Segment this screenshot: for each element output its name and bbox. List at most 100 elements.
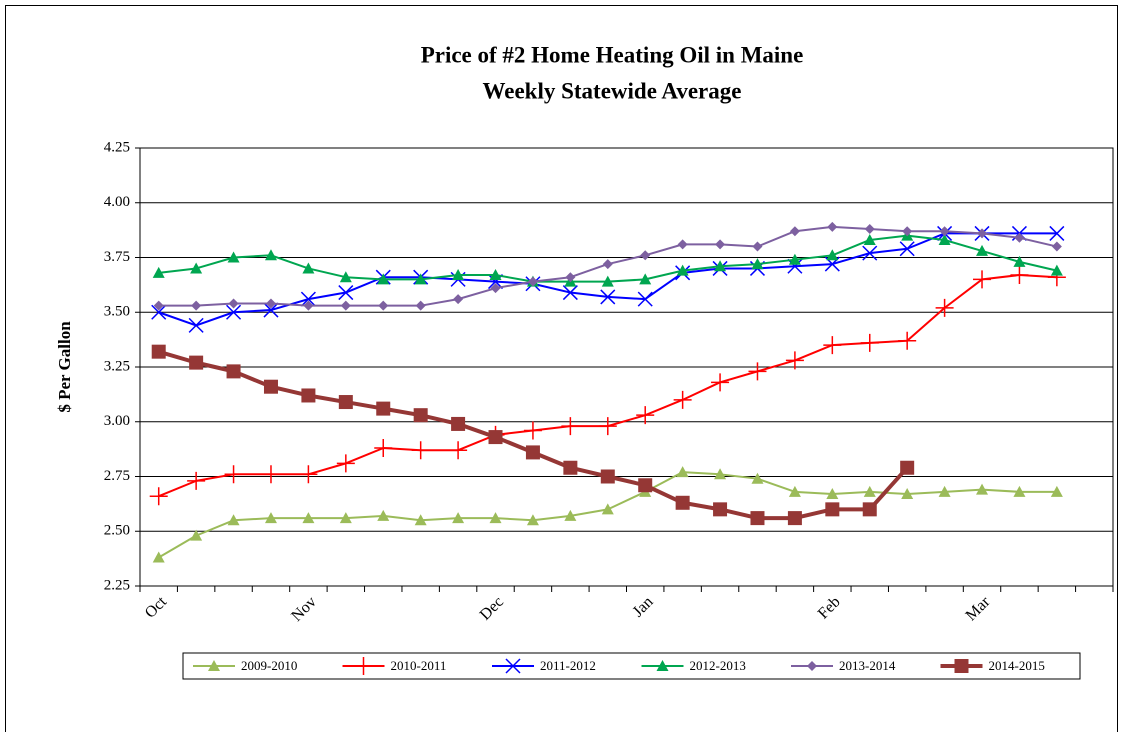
marker <box>860 333 879 352</box>
marker <box>411 441 430 460</box>
marker <box>752 241 763 252</box>
marker <box>301 388 316 403</box>
marker <box>638 478 653 493</box>
marker <box>263 302 279 318</box>
marker <box>939 226 950 237</box>
marker <box>675 495 690 510</box>
marker <box>898 331 917 350</box>
marker <box>264 512 277 524</box>
marker <box>637 291 653 307</box>
marker <box>190 262 203 274</box>
marker <box>598 417 617 436</box>
marker <box>490 283 501 294</box>
marker <box>453 294 464 305</box>
marker <box>452 512 465 524</box>
marker <box>711 373 730 392</box>
marker <box>191 300 202 311</box>
marker <box>338 395 353 410</box>
legend-marker <box>505 658 521 674</box>
marker <box>189 355 204 370</box>
marker <box>1014 232 1025 243</box>
marker <box>601 503 614 515</box>
marker <box>265 298 276 309</box>
marker <box>785 351 804 370</box>
marker <box>600 469 615 484</box>
marker <box>228 298 239 309</box>
y-tick-label: 3.25 <box>104 358 130 374</box>
marker <box>600 289 616 305</box>
marker <box>187 471 206 490</box>
marker <box>299 465 318 484</box>
marker <box>1010 266 1029 285</box>
marker <box>227 251 240 263</box>
legend-label: 2012-2013 <box>690 658 746 673</box>
marker <box>487 274 504 290</box>
marker <box>378 300 389 311</box>
legend-marker <box>208 660 220 671</box>
legend-marker <box>954 659 969 673</box>
marker <box>977 228 988 239</box>
marker <box>1050 485 1063 497</box>
legend-label: 2014-2015 <box>989 658 1045 673</box>
marker <box>862 245 878 261</box>
legend-label: 2010-2011 <box>391 658 447 673</box>
marker <box>338 285 354 301</box>
marker <box>935 298 954 317</box>
marker <box>414 273 427 285</box>
marker <box>639 273 652 285</box>
y-tick-label: 2.25 <box>104 577 130 593</box>
marker <box>523 421 542 440</box>
marker <box>901 488 914 500</box>
marker <box>488 430 503 445</box>
marker <box>713 502 728 517</box>
marker <box>1050 264 1063 276</box>
legend-label: 2009-2010 <box>241 658 297 673</box>
marker <box>864 224 875 235</box>
marker <box>750 511 765 526</box>
marker <box>452 269 465 281</box>
marker <box>374 439 393 458</box>
marker <box>673 390 692 409</box>
chart-title: Price of #2 Home Heating Oil in Maine <box>421 42 804 67</box>
marker <box>526 514 539 526</box>
marker <box>789 226 800 237</box>
marker <box>787 258 803 274</box>
marker <box>640 250 651 261</box>
legend-label: 2011-2012 <box>540 658 596 673</box>
marker <box>152 266 165 278</box>
marker <box>413 408 428 423</box>
marker <box>377 509 390 521</box>
chart-subtitle: Weekly Statewide Average <box>483 78 742 103</box>
marker <box>224 465 243 484</box>
marker <box>1013 255 1026 267</box>
marker <box>715 239 726 250</box>
marker <box>188 317 204 333</box>
marker <box>489 269 502 281</box>
marker <box>264 249 277 261</box>
marker <box>714 468 727 480</box>
marker <box>149 487 168 506</box>
marker <box>303 300 314 311</box>
marker <box>676 264 689 276</box>
y-axis-label: $ Per Gallon <box>55 321 74 413</box>
marker <box>377 273 390 285</box>
marker <box>340 300 351 311</box>
marker <box>300 291 316 307</box>
marker <box>527 276 538 287</box>
marker <box>564 509 577 521</box>
marker <box>562 285 578 301</box>
marker <box>938 233 951 245</box>
marker <box>863 233 876 245</box>
marker <box>976 244 989 256</box>
marker <box>714 260 727 272</box>
marker <box>226 364 241 379</box>
marker <box>826 249 839 261</box>
y-tick-label: 3.75 <box>104 249 130 265</box>
marker <box>676 466 689 478</box>
marker <box>152 551 165 563</box>
marker <box>339 512 352 524</box>
marker <box>415 300 426 311</box>
marker <box>751 258 764 270</box>
marker <box>1049 225 1065 241</box>
